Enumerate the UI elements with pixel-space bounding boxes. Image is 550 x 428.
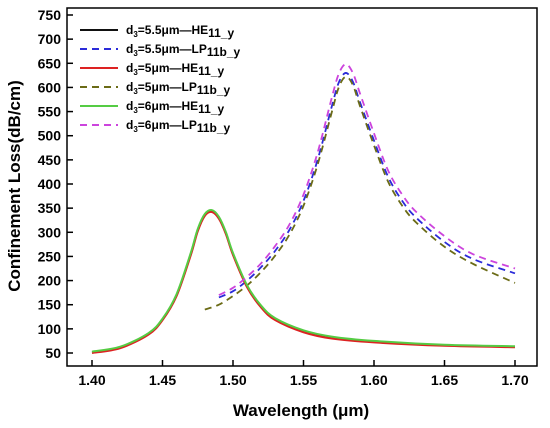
legend-text-part: d [126,61,133,75]
legend-label-1: d3=5.5μm—HE11_y [126,23,235,40]
x-axis: 1.40 1.45 1.50 1.55 1.60 1.65 1.70 [78,360,529,388]
legend-subscript: 3 [133,30,138,39]
x-tick-label: 1.40 [78,372,105,388]
x-tick-label: 1.50 [219,372,246,388]
series-line-4 [204,75,516,311]
x-tick-label: 1.45 [149,372,176,388]
legend-text-part: =6μm—LP [138,118,197,132]
plot-area [66,7,538,367]
legend: d3=5.5μm—HE11_yd3=5.5μm—LP11b_yd3=5μm—HE… [80,23,241,135]
legend-text-part: d [126,42,133,56]
y-tick-label: 600 [38,79,62,95]
plot-frame [66,7,538,367]
y-tick-label: 700 [38,31,62,47]
x-tick-label: 1.60 [360,372,387,388]
y-tick-label: 350 [38,200,62,216]
legend-subscript: 3 [133,49,138,58]
x-tick-label: 1.65 [431,372,458,388]
legend-subscript: 3 [133,87,138,96]
legend-label-2: d3=5.5μm—LP11b_y [126,42,241,59]
legend-subscript: 11b_y [197,83,231,97]
legend-text-part: =5.5μm—HE [138,23,208,37]
legend-label-6: d3=6μm—LP11b_y [126,118,231,135]
legend-text-part: d [126,80,133,94]
legend-text-part: =5μm—HE [138,61,198,75]
legend-subscript: 3 [133,68,138,77]
y-tick-label: 100 [38,321,62,337]
x-axis-label: Wavelength (μm) [233,401,369,420]
series-line-5 [91,208,516,353]
x-tick-label: 1.70 [501,372,528,388]
y-tick-label: 650 [38,55,62,71]
legend-subscript: 11_y [198,64,224,78]
legend-subscript: 11b_y [207,45,241,59]
legend-text-part: d [126,118,133,132]
legend-subscript: 3 [133,106,138,115]
legend-subscript: 11b_y [197,121,231,135]
legend-text-part: =6μm—HE [138,99,198,113]
y-axis: 50 100 150 200 250 300 350 400 450 500 550 600 650 70… [38,7,73,361]
y-tick-label: 550 [38,104,62,120]
y-tick-label: 50 [45,345,61,361]
y-tick-label: 200 [38,273,62,289]
y-tick-label: 750 [38,7,62,23]
legend-label-3: d3=5μm—HE11_y [126,61,225,78]
legend-text-part: =5μm—LP [138,80,197,94]
y-tick-label: 500 [38,128,62,144]
y-tick-label: 300 [38,224,62,240]
legend-subscript: 3 [133,125,138,134]
series-layer [91,63,516,354]
y-tick-label: 450 [38,152,62,168]
series-line-2 [218,72,516,299]
y-tick-label: 400 [38,176,62,192]
legend-label-5: d3=6μm—HE11_y [126,99,225,116]
y-axis-label: Confinement Loss(dB/cm) [5,80,24,292]
legend-label-4: d3=5μm—LP11b_y [126,80,231,97]
x-tick-label: 1.55 [290,372,317,388]
legend-subscript: 11_y [208,26,234,40]
y-tick-label: 150 [38,297,62,313]
series-line-6 [218,63,516,296]
legend-text-part: d [126,99,133,113]
y-tick-label: 250 [38,248,62,264]
legend-text-part: =5.5μm—LP [138,42,207,56]
legend-subscript: 11_y [198,102,224,116]
legend-text-part: d [126,23,133,37]
series-line-3 [91,210,516,354]
